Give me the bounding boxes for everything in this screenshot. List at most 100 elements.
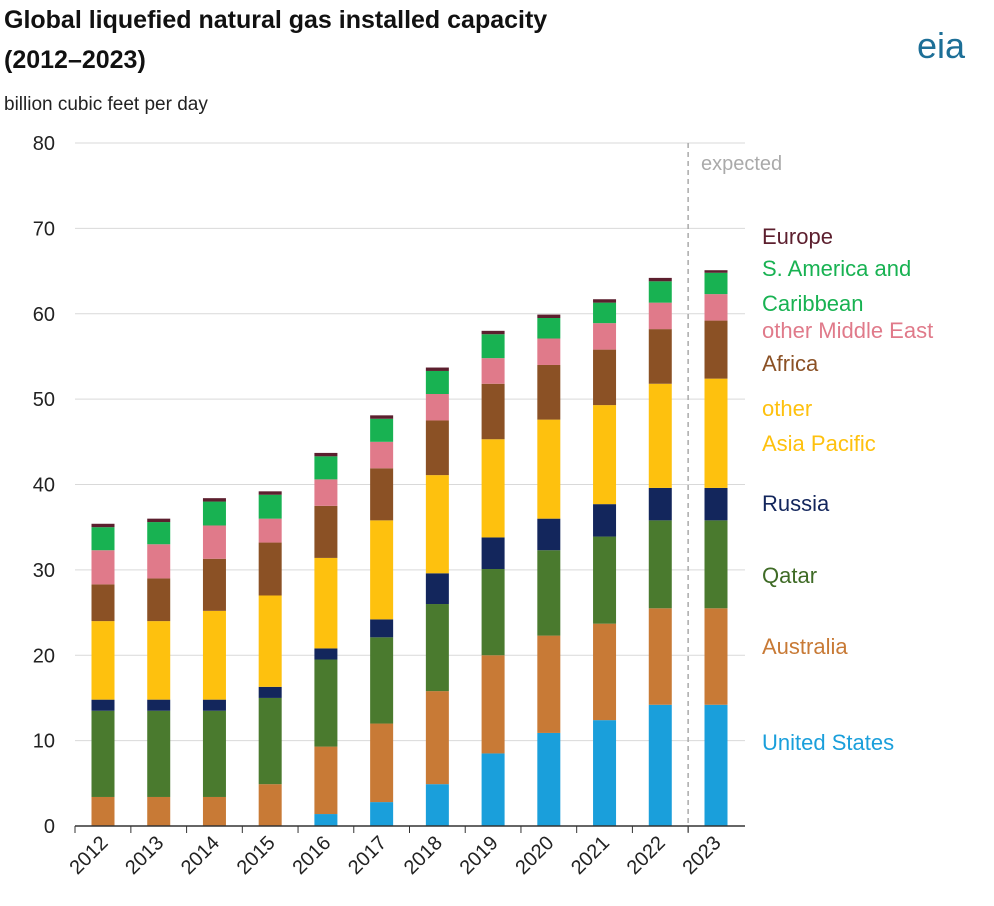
bar-segment [202,498,226,502]
bar-segment [91,527,115,551]
bar-segment [704,378,728,488]
bar-segment [704,272,728,295]
bar-segment [537,314,561,319]
bar-segment [425,691,449,785]
bar-segment [537,518,561,551]
bar-segment [258,542,282,596]
bar-segment [370,468,394,521]
x-tick-label: 2017 [344,832,391,879]
annotation: expected [701,153,782,175]
bar-segment [704,294,728,321]
bar-segment [370,441,394,469]
x-tick-label: 2016 [288,832,335,879]
x-tick-label: 2013 [121,832,168,879]
legend-label: other Middle East [762,318,933,343]
bar-segment [537,635,561,733]
bar-segment [648,329,672,384]
bar-segment [91,523,115,528]
bar-segment [258,491,282,495]
bar-segment [147,522,171,545]
bar-segment [593,623,617,721]
bar-segment [91,584,115,622]
bar-segment [537,364,561,420]
bar-segment [147,710,171,797]
bar-segment [481,537,505,570]
bar-segment [314,456,338,480]
bar-segment [593,720,617,826]
bar-segment [481,383,505,440]
x-tick-label: 2022 [623,832,670,879]
chart-title: Global liquefied natural gas installed c… [4,6,547,74]
y-tick-label: 10 [33,731,55,753]
bar-segment [370,802,394,826]
bar-segment [370,418,394,442]
bar-segment [537,419,561,519]
bar-segment [704,487,728,521]
bar-segment [481,753,505,826]
x-tick-label: 2019 [456,832,503,879]
bar-segment [425,475,449,574]
bar-segment [593,323,617,350]
bar-segment [593,302,617,324]
y-tick-label: 60 [33,304,55,326]
y-tick-label: 0 [44,816,55,838]
bar-segment [314,479,338,506]
legend-label: Europe [762,224,833,249]
bar-segment [425,784,449,826]
bar-segment [370,637,394,724]
bar-segment [537,338,561,365]
bar-segment [481,439,505,538]
bar-segment [704,608,728,705]
bar-segment [258,518,282,543]
bar-segment [537,318,561,339]
x-tick-label: 2020 [511,832,558,879]
bar-segment [425,573,449,605]
bar-segment [91,621,115,700]
bar-segment [202,610,226,700]
y-tick-label: 50 [33,389,55,411]
bar-segment [258,697,282,785]
bar-segment [202,699,226,711]
bar-segment [314,557,338,649]
y-tick-label: 80 [33,133,55,155]
bar-segment [91,550,115,585]
bar-segment [370,415,394,419]
legend-label: United States [762,730,894,755]
bar-segment [425,604,449,692]
bar-segment [648,383,672,488]
bar-segment [704,704,728,826]
legend-label: Africa [762,351,819,376]
bar-segment [648,302,672,330]
bar-segment [147,544,171,579]
bar-segment [370,619,394,638]
bar-segment [314,814,338,826]
bar-segment [370,520,394,620]
bar-segment [425,367,449,371]
bar-segment [648,608,672,705]
bar-segment [202,501,226,526]
bar-segment [314,505,338,558]
x-tick-label: 2014 [177,832,224,879]
bar-segment [593,405,617,505]
y-tick-label: 30 [33,560,55,582]
bar-segment [258,494,282,519]
bar-segment [481,330,505,335]
bar-segment [481,655,505,754]
y-tick-label: 20 [33,645,55,667]
bar-segment [91,710,115,797]
legend-label: other Asia Pacific [762,396,876,456]
x-tick-label: 2012 [66,832,113,879]
bar-segment [314,648,338,660]
bar-segment [648,520,672,609]
x-tick-label: 2018 [400,832,447,879]
bar-segment [648,277,672,282]
bar-segment [147,621,171,700]
bar-segment [202,525,226,559]
bar-segment [648,487,672,521]
bar-segment [147,518,171,523]
logo: eia [917,25,966,66]
legend-label: Australia [762,634,848,659]
bar-segment [314,452,338,457]
bar-segment [704,320,728,379]
